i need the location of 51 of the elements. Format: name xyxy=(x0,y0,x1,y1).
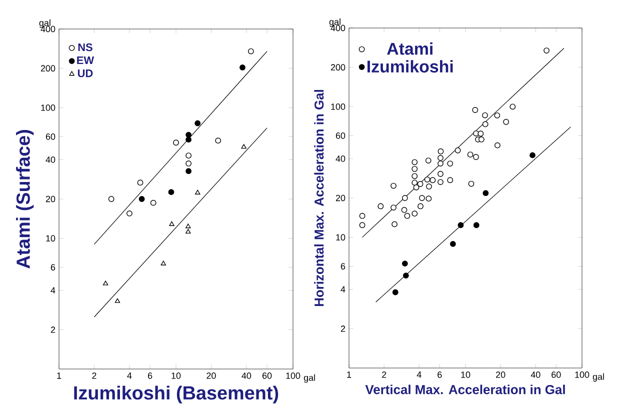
y-tick-label: 60 xyxy=(46,133,56,140)
text: gal xyxy=(329,18,340,27)
y-tick-label: 10 xyxy=(46,235,56,242)
y-tick-label: 100 xyxy=(41,104,56,111)
x-tick-label: 20 xyxy=(496,372,506,378)
x-tick-label: 1 xyxy=(57,372,62,379)
x-tick-label: 2 xyxy=(92,372,96,379)
y-tick-label: 40 xyxy=(336,155,346,162)
x-tick-label: 20 xyxy=(206,372,216,379)
legend-label: Izumikoshi xyxy=(368,60,453,73)
text: gal xyxy=(592,373,604,382)
x-tick-label: 60 xyxy=(552,372,561,378)
y-tick-label: 100 xyxy=(331,103,346,110)
y-tick-label: 2 xyxy=(50,326,56,333)
x-tick-label: 6 xyxy=(438,372,442,378)
y-tick-label: 200 xyxy=(40,65,56,72)
y-axis-title: Horizontal Max. Acceleration in Gal xyxy=(314,90,324,306)
y-tick-label: 20 xyxy=(336,194,346,202)
legend-label: NS xyxy=(78,43,92,52)
x-tick-label: 4 xyxy=(127,372,132,379)
y-tick-label: 2 xyxy=(340,326,346,332)
y-tick-label: 40 xyxy=(46,156,56,163)
x-axis-title: Izumikoshi (Basement) xyxy=(74,386,278,404)
x-tick-label: 4 xyxy=(416,372,422,378)
x-tick-label: 2 xyxy=(382,372,386,378)
y-tick-label: 200 xyxy=(330,64,346,71)
x-tick-label: 40 xyxy=(530,372,540,378)
x-tick-label: 40 xyxy=(242,372,252,379)
y-tick-label: 400 xyxy=(40,26,56,32)
x-axis-title: Vertical Max. Acceleration in Gal xyxy=(365,384,565,394)
text: gal xyxy=(304,374,315,383)
y-tick-label: 4 xyxy=(50,287,56,294)
x-tick-label: 100 xyxy=(575,372,590,378)
legend-label: EW xyxy=(77,56,94,64)
text: gal xyxy=(39,19,50,28)
x-tick-label: 100 xyxy=(286,372,300,379)
y-tick-label: 10 xyxy=(336,234,346,241)
y-tick-label: 6 xyxy=(50,264,56,271)
y-axis-title: Atami (Surface) xyxy=(16,130,34,268)
y-tick-label: 6 xyxy=(340,263,346,270)
legend-label: Atami xyxy=(387,42,432,55)
x-tick-label: 6 xyxy=(148,372,152,379)
legend-label: UD xyxy=(78,70,93,78)
x-tick-label: 10 xyxy=(172,372,181,379)
y-tick-label: 400 xyxy=(330,24,346,32)
x-tick-label: 10 xyxy=(461,372,470,378)
x-tick-label: 60 xyxy=(262,372,272,379)
y-tick-label: 60 xyxy=(336,132,346,139)
y-tick-label: 4 xyxy=(340,286,346,292)
y-tick-label: 20 xyxy=(46,196,56,202)
x-tick-label: 1 xyxy=(347,372,352,378)
